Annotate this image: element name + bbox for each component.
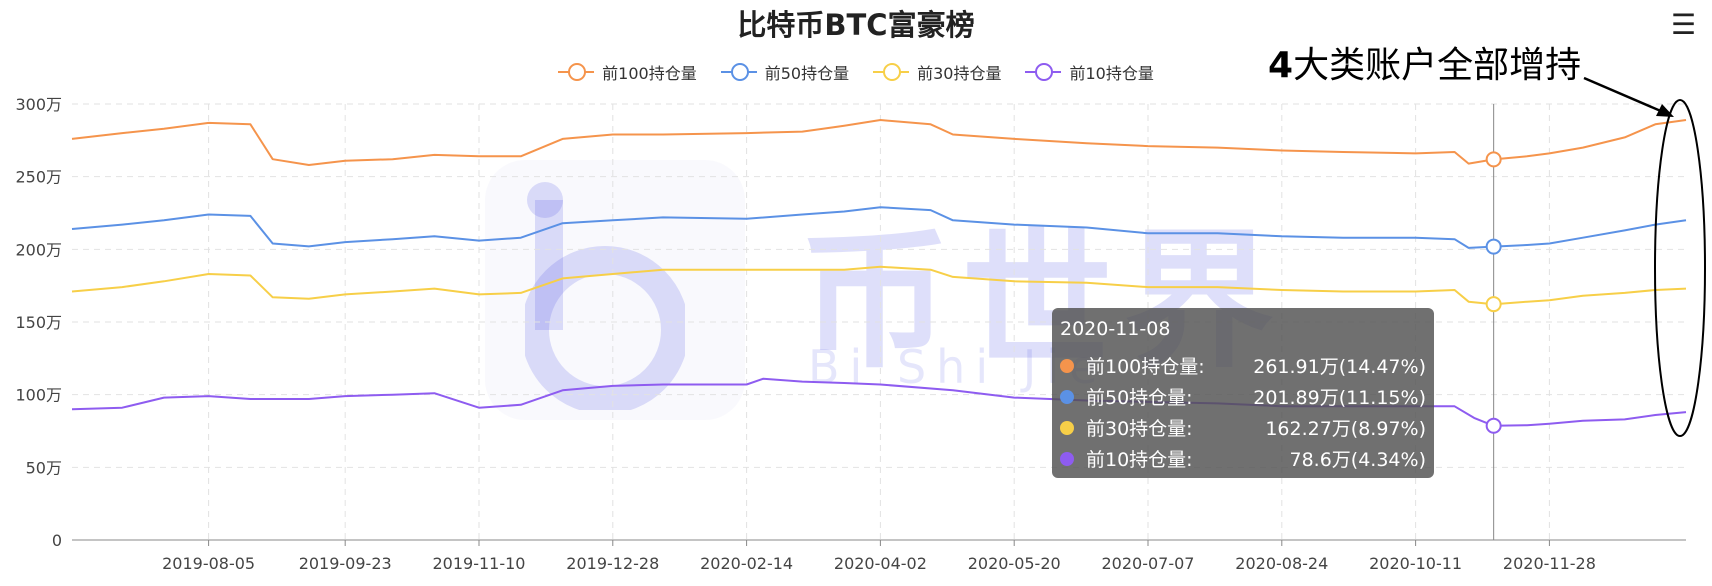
annotation-label: 大类账户全部增持 [1293, 45, 1582, 86]
tooltip-dot-icon [1060, 358, 1074, 373]
legend-label: 前10持仓量 [1069, 64, 1154, 83]
tooltip-value: 201.89万(11.15%) [1253, 387, 1426, 409]
tooltip-value: 78.6万(4.34%) [1289, 449, 1427, 471]
tooltip-value: 162.27万(8.97%) [1265, 418, 1426, 440]
tooltip: 2020-11-08 前100持仓量: 261.91万(14.47%) 前50持仓量… [1052, 308, 1434, 478]
x-tick-label: 2020-11-28 [1503, 554, 1596, 573]
chart-title: 比特币BTC富豪榜 [737, 8, 975, 42]
hover-marker [1485, 417, 1502, 434]
tooltip-label: 前50持仓量: [1086, 387, 1193, 409]
annotation-arrow [1583, 76, 1671, 117]
chart-legend: 前100持仓量 前50持仓量 前30持仓量 前10持仓量 [0, 60, 1712, 84]
legend-swatch-icon [873, 63, 910, 81]
tooltip-label: 前10持仓量: [1086, 449, 1193, 471]
legend-item[interactable]: 前10持仓量 [1025, 60, 1154, 84]
legend-swatch-icon [1025, 63, 1062, 81]
hamburger-menu-icon[interactable]: ☰ [1670, 8, 1696, 41]
y-tick-label: 50万 [26, 458, 62, 477]
watermark-logo-icon [525, 182, 685, 410]
series-line [71, 119, 1687, 166]
x-tick-label: 2020-07-07 [1102, 554, 1195, 573]
x-tick-label: 2020-05-20 [968, 554, 1061, 573]
y-tick-label: 250万 [15, 168, 62, 187]
x-tick-label: 2020-08-24 [1235, 554, 1328, 573]
legend-label: 前100持仓量 [602, 64, 697, 83]
tooltip-dot-icon [1060, 389, 1074, 404]
hover-marker [1485, 296, 1502, 313]
series-line [71, 377, 1687, 427]
tooltip-row: 前30持仓量: 162.27万(8.97%) [1060, 414, 1426, 441]
legend-item[interactable]: 前50持仓量 [720, 60, 850, 84]
x-tick-label: 2020-02-14 [700, 554, 793, 573]
legend-swatch-icon [558, 63, 595, 81]
y-tick-label: 100万 [15, 386, 62, 405]
hover-marker [1485, 238, 1502, 255]
tooltip-dot-icon [1060, 420, 1074, 435]
x-tick-label: 2019-09-23 [299, 554, 392, 573]
y-tick-label: 0 [52, 531, 62, 550]
annotation-number: 4 [1268, 45, 1294, 86]
x-tick-label: 2019-08-05 [162, 554, 255, 573]
legend-item[interactable]: 前30持仓量 [873, 60, 1001, 84]
legend-swatch-icon [720, 63, 757, 81]
tooltip-row: 前50持仓量: 201.89万(11.15%) [1060, 383, 1426, 410]
tooltip-row: 前10持仓量: 78.6万(4.34%) [1060, 445, 1426, 472]
x-tick-label: 2019-11-10 [432, 554, 525, 573]
tooltip-label: 前100持仓量: [1086, 356, 1205, 378]
hover-marker [1485, 151, 1502, 168]
series-line [71, 265, 1687, 306]
tooltip-label: 前30持仓量: [1086, 418, 1193, 440]
y-tick-label: 300万 [15, 95, 62, 114]
legend-label: 前30持仓量 [917, 64, 1002, 83]
series-line [71, 206, 1687, 249]
y-tick-label: 150万 [15, 313, 62, 332]
annotation-text: 4大类账户全部增持 [1268, 36, 1581, 88]
tooltip-dot-icon [1060, 451, 1074, 466]
tooltip-value: 261.91万(14.47%) [1253, 356, 1426, 378]
annotation-ellipse [1654, 99, 1706, 437]
legend-item[interactable]: 前100持仓量 [558, 60, 697, 84]
x-tick-label: 2020-10-11 [1369, 554, 1462, 573]
watermark-subtext: Bi Shi Jie [808, 340, 1108, 394]
x-tick-label: 2020-04-02 [834, 554, 927, 573]
tooltip-row: 前100持仓量: 261.91万(14.47%) [1060, 352, 1426, 379]
x-tick-label: 2019-12-28 [566, 554, 659, 573]
tooltip-date: 2020-11-08 [1060, 318, 1171, 340]
y-tick-label: 200万 [15, 240, 62, 259]
legend-label: 前50持仓量 [764, 64, 850, 83]
